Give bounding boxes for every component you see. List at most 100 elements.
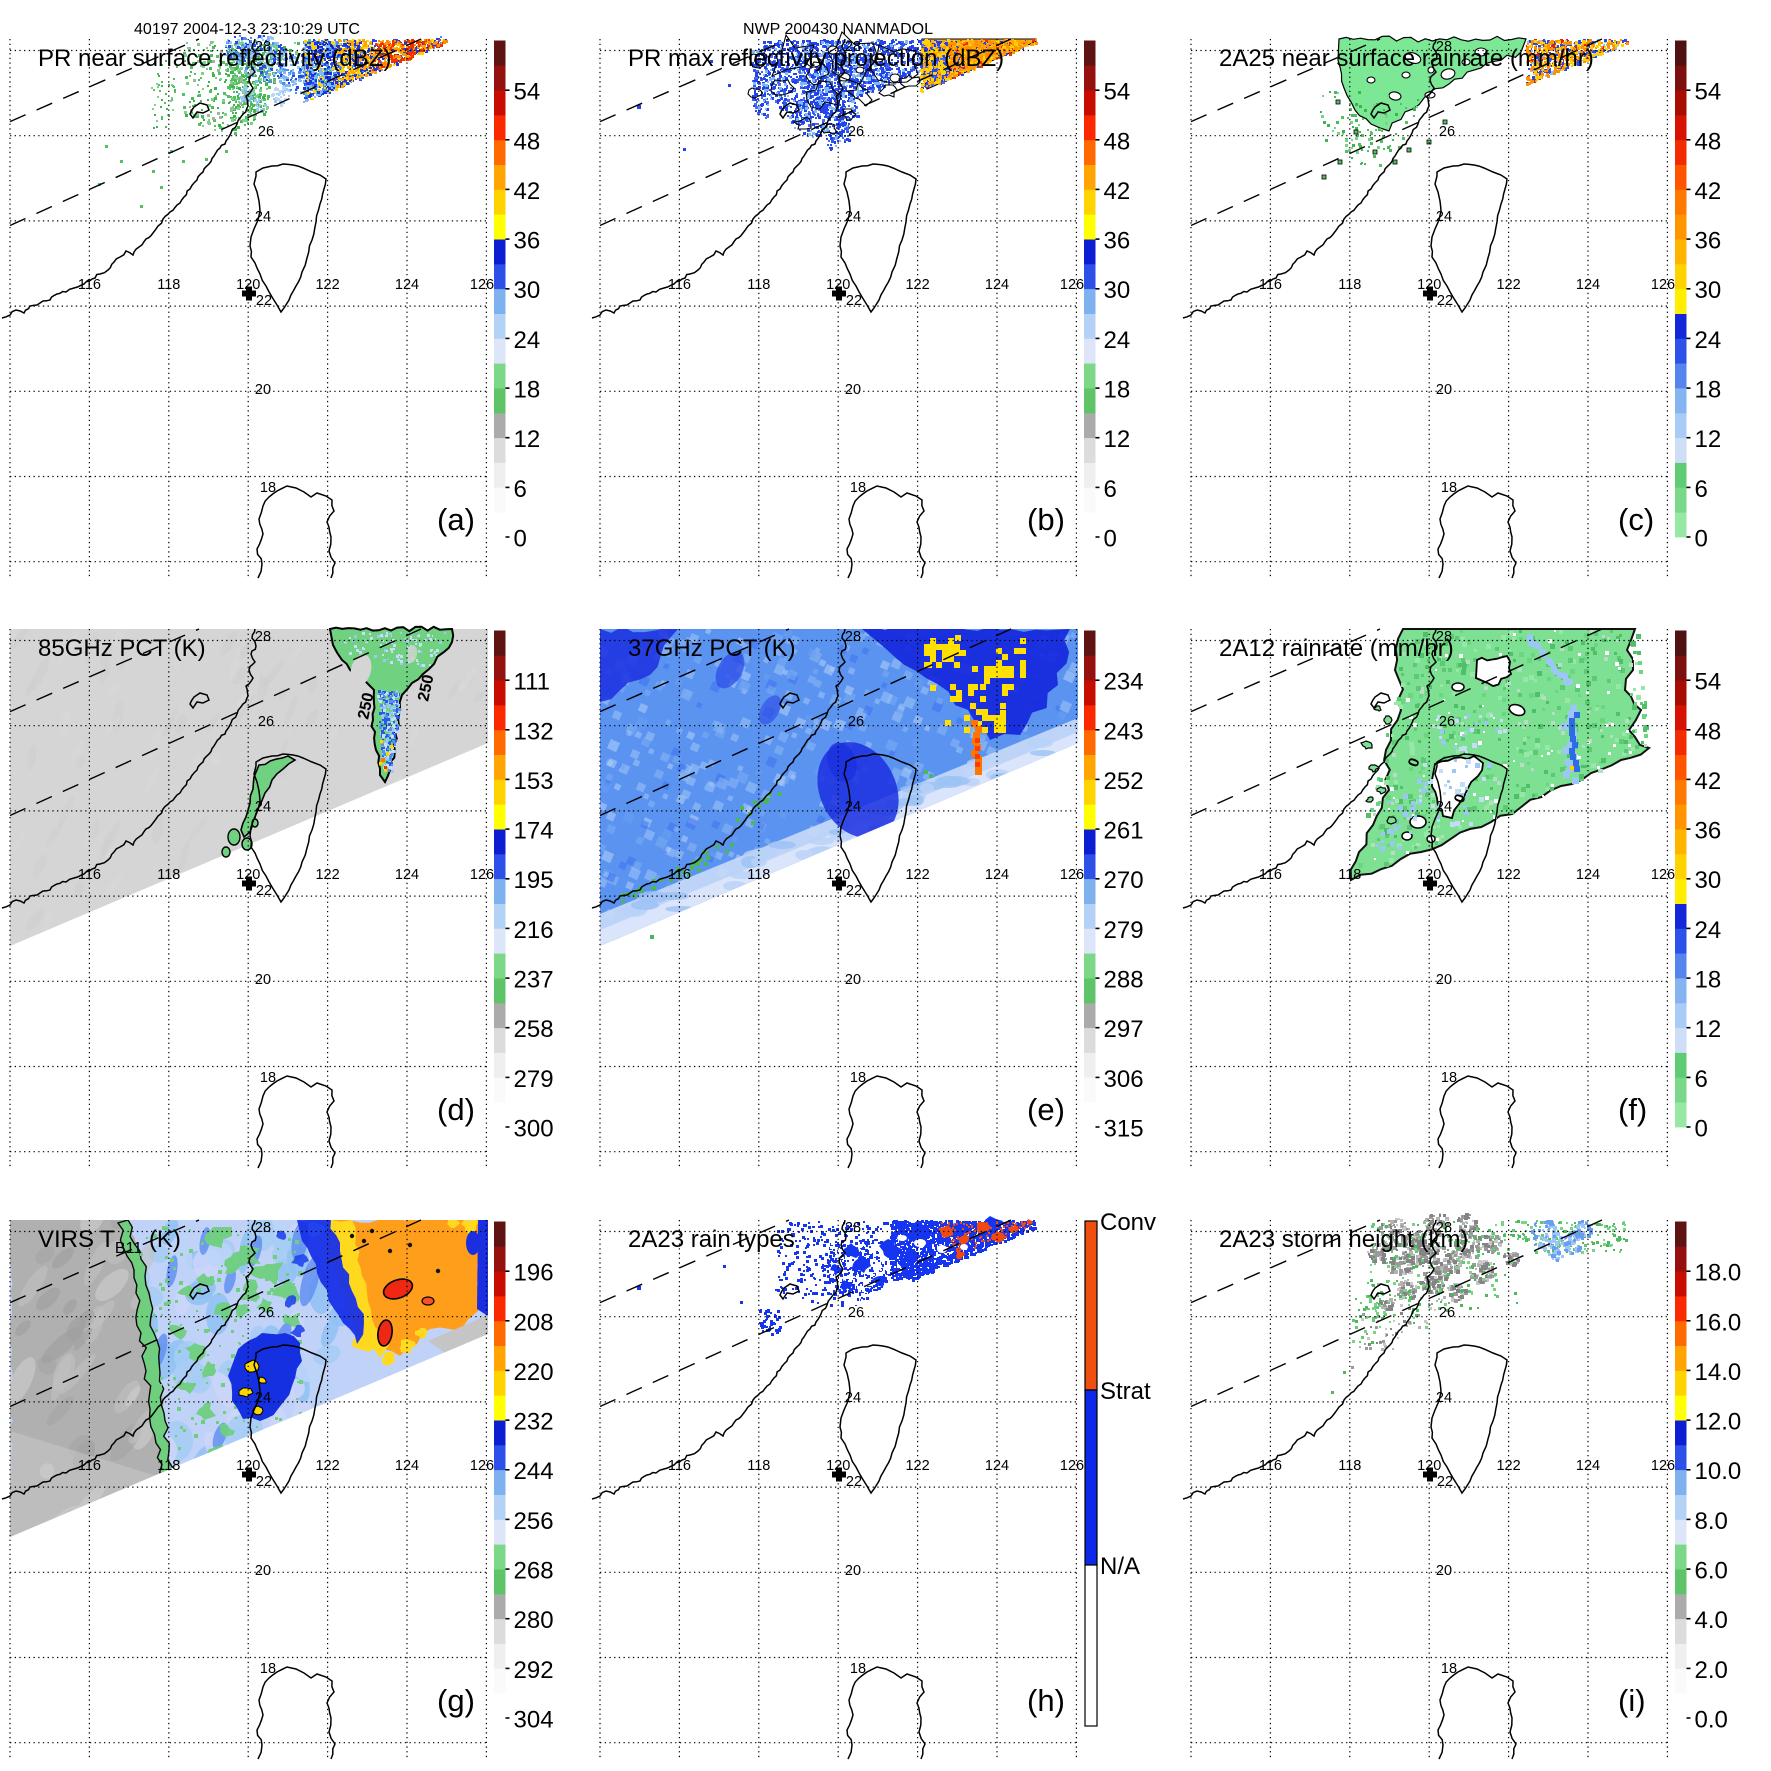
svg-text:12: 12	[1695, 426, 1722, 453]
svg-text:36: 36	[1695, 818, 1722, 845]
svg-text:36: 36	[1104, 228, 1131, 255]
svg-text:54: 54	[1695, 79, 1722, 106]
svg-text:N/A: N/A	[1100, 1553, 1140, 1580]
svg-text:270: 270	[1104, 867, 1144, 894]
svg-text:258: 258	[514, 1016, 554, 1043]
svg-text:48: 48	[1695, 718, 1722, 745]
svg-text:18: 18	[1104, 377, 1131, 404]
svg-text:196: 196	[514, 1260, 554, 1287]
svg-text:297: 297	[1104, 1016, 1144, 1043]
svg-text:0: 0	[1695, 1116, 1708, 1143]
svg-text:14.0: 14.0	[1695, 1359, 1742, 1386]
svg-text:(f): (f)	[1618, 1092, 1647, 1127]
svg-text:48: 48	[1104, 128, 1131, 155]
svg-text:2.0: 2.0	[1695, 1657, 1728, 1684]
svg-text:256: 256	[514, 1508, 554, 1535]
svg-text:315: 315	[1104, 1116, 1144, 1143]
svg-text:VIRS TB11 (K): VIRS TB11 (K)	[38, 1226, 181, 1257]
svg-text:195: 195	[514, 867, 554, 894]
svg-text:2A12 rainrate (mm/hr): 2A12 rainrate (mm/hr)	[1219, 635, 1454, 662]
svg-text:(c): (c)	[1618, 502, 1654, 537]
svg-text:280: 280	[514, 1607, 554, 1634]
svg-text:288: 288	[1104, 967, 1144, 994]
svg-text:36: 36	[514, 228, 541, 255]
svg-text:4.0: 4.0	[1695, 1607, 1728, 1634]
svg-text:(e): (e)	[1027, 1092, 1065, 1127]
svg-text:30: 30	[1104, 277, 1131, 304]
svg-text:292: 292	[514, 1657, 554, 1684]
svg-text:12: 12	[514, 426, 541, 453]
svg-text:208: 208	[514, 1309, 554, 1336]
svg-text:252: 252	[1104, 768, 1144, 795]
svg-text:(i): (i)	[1618, 1683, 1646, 1718]
svg-text:Strat: Strat	[1100, 1378, 1151, 1405]
svg-text:18.0: 18.0	[1695, 1260, 1742, 1287]
svg-text:10.0: 10.0	[1695, 1458, 1742, 1485]
svg-text:24: 24	[1695, 917, 1722, 944]
svg-text:2A23 rain types: 2A23 rain types	[628, 1226, 795, 1253]
svg-text:PR near surface reflectivity (: PR near surface reflectivity (dBZ)	[38, 45, 391, 72]
svg-text:(a): (a)	[437, 502, 475, 537]
svg-text:261: 261	[1104, 818, 1144, 845]
svg-text:30: 30	[514, 277, 541, 304]
svg-text:18: 18	[1695, 967, 1722, 994]
svg-text:85GHz PCT (K): 85GHz PCT (K)	[38, 635, 206, 662]
svg-text:42: 42	[514, 178, 541, 205]
svg-text:24: 24	[1695, 327, 1722, 354]
svg-text:30: 30	[1695, 277, 1722, 304]
svg-text:153: 153	[514, 768, 554, 795]
svg-text:304: 304	[514, 1707, 554, 1734]
svg-text:250: 250	[355, 691, 377, 721]
svg-text:306: 306	[1104, 1066, 1144, 1093]
svg-text:40197 2004-12-3 23:10:29 UTC: 40197 2004-12-3 23:10:29 UTC	[134, 21, 360, 38]
svg-text:2A23 storm height (km): 2A23 storm height (km)	[1219, 1226, 1468, 1253]
svg-text:24: 24	[514, 327, 541, 354]
svg-text:(h): (h)	[1027, 1683, 1065, 1718]
svg-text:279: 279	[1104, 917, 1144, 944]
svg-text:12: 12	[1695, 1016, 1722, 1043]
svg-text:18: 18	[514, 377, 541, 404]
svg-text:54: 54	[514, 79, 541, 106]
svg-text:220: 220	[514, 1359, 554, 1386]
svg-text:Conv: Conv	[1100, 1209, 1156, 1236]
svg-text:(d): (d)	[437, 1092, 475, 1127]
svg-text:232: 232	[514, 1409, 554, 1436]
svg-text:54: 54	[1695, 669, 1722, 696]
svg-text:250: 250	[415, 673, 437, 703]
svg-text:6: 6	[1104, 476, 1117, 503]
svg-text:132: 132	[514, 718, 554, 745]
svg-text:2A25 near surface rainrate (mm: 2A25 near surface rainrate (mm/hr)	[1219, 45, 1594, 72]
svg-text:8.0: 8.0	[1695, 1508, 1728, 1535]
svg-text:54: 54	[1104, 79, 1131, 106]
svg-text:6.0: 6.0	[1695, 1558, 1728, 1585]
svg-text:0: 0	[1104, 526, 1117, 553]
svg-text:0: 0	[514, 526, 527, 553]
svg-text:30: 30	[1695, 867, 1722, 894]
svg-text:NWP 200430 NANMADOL: NWP 200430 NANMADOL	[743, 21, 933, 38]
svg-text:111: 111	[514, 669, 550, 696]
svg-text:243: 243	[1104, 718, 1144, 745]
svg-text:24: 24	[1104, 327, 1131, 354]
svg-text:300: 300	[514, 1116, 554, 1143]
svg-text:18: 18	[1695, 377, 1722, 404]
svg-text:237: 237	[514, 967, 554, 994]
svg-text:6: 6	[514, 476, 527, 503]
svg-text:6: 6	[1695, 1066, 1708, 1093]
svg-text:42: 42	[1695, 768, 1722, 795]
svg-text:16.0: 16.0	[1695, 1309, 1742, 1336]
svg-text:6: 6	[1695, 476, 1708, 503]
svg-text:PR max reflectivity projection: PR max reflectivity projection (dBZ)	[628, 45, 1004, 72]
svg-text:(g): (g)	[437, 1683, 475, 1718]
svg-text:48: 48	[1695, 128, 1722, 155]
svg-text:268: 268	[514, 1558, 554, 1585]
svg-text:234: 234	[1104, 669, 1144, 696]
svg-text:244: 244	[514, 1458, 554, 1485]
svg-text:36: 36	[1695, 228, 1722, 255]
svg-text:42: 42	[1695, 178, 1722, 205]
svg-text:(b): (b)	[1027, 502, 1065, 537]
svg-text:37GHz PCT (K): 37GHz PCT (K)	[628, 635, 796, 662]
svg-text:42: 42	[1104, 178, 1131, 205]
svg-text:279: 279	[514, 1066, 554, 1093]
svg-text:12: 12	[1104, 426, 1131, 453]
svg-text:0.0: 0.0	[1695, 1707, 1728, 1734]
